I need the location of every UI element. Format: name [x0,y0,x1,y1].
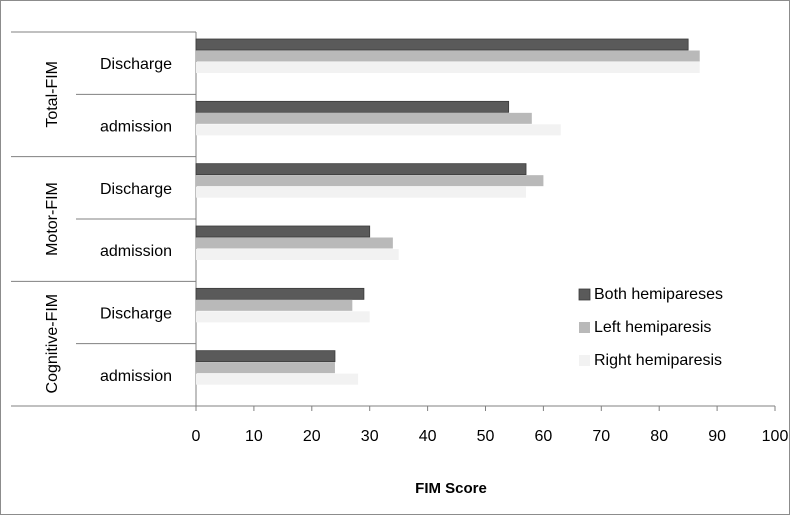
x-tick-label: 60 [535,428,553,445]
bar-both-hemipareses [195,287,365,300]
bar-left-hemiparesis [196,299,353,311]
category-labels: Total-FIM Discharge admission Motor-FIM Disc… [44,56,172,393]
legend: Both hemipareses Left hemiparesis Right he… [578,286,723,369]
legend-swatch [578,288,591,301]
group-label: Motor-FIM [44,182,61,256]
bar-both-hemipareses [195,163,527,176]
bar-right-hemiparesis [196,62,700,73]
group-label: Cognitive-FIM [44,294,61,394]
x-tick-label: 70 [592,428,610,445]
row-label: admission [100,119,172,136]
bar-left-hemiparesis [196,50,700,62]
legend-swatch [579,322,590,333]
bar-left-hemiparesis [196,112,532,124]
x-tick-label: 20 [303,428,321,445]
x-tick-label: 50 [477,428,495,445]
bars [195,38,700,385]
x-tick-label: 30 [361,428,379,445]
bar-right-hemiparesis [196,373,359,385]
bar-both-hemipareses [195,38,689,51]
bar-left-hemiparesis [196,362,335,374]
bar-both-hemipareses [195,100,510,113]
x-tick-label: 40 [419,428,437,445]
bar-right-hemiparesis [196,249,399,260]
x-tick-label: 80 [650,428,668,445]
row-label: Discharge [100,181,172,198]
bar-left-hemiparesis [196,237,393,249]
row-label: admission [100,243,172,260]
row-label: Discharge [100,306,172,323]
bar-right-hemiparesis [196,124,561,136]
x-tick-label: 10 [245,428,263,445]
x-tick-label: 90 [708,428,726,445]
x-tick-label: 0 [192,428,201,445]
group-label: Total-FIM [44,61,61,128]
legend-label: Left hemiparesis [594,319,711,336]
axes [11,31,776,411]
x-tick-label: 100 [762,428,789,445]
x-axis-title: FIM Score [415,480,487,497]
legend-label: Right hemiparesis [594,352,722,369]
bar-left-hemiparesis [196,175,544,187]
legend-label: Both hemipareses [594,286,723,303]
row-label: admission [100,368,172,385]
bar-right-hemiparesis [196,186,527,198]
bar-both-hemipareses [195,350,336,363]
x-tick-labels: 0 10 20 30 40 50 60 70 80 90 100 [192,428,789,445]
legend-swatch [579,355,590,366]
bar-both-hemipareses [195,225,371,238]
row-label: Discharge [100,56,172,73]
bar-right-hemiparesis [196,311,370,323]
